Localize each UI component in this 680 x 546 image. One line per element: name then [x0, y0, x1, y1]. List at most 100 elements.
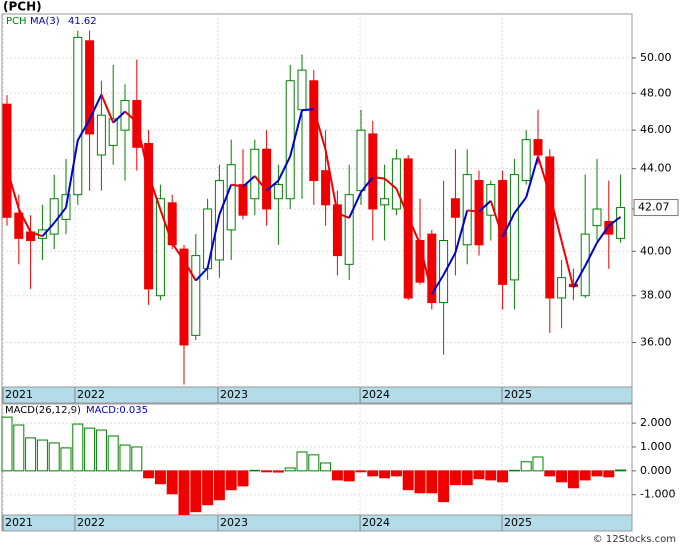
- legend-entry: PCH: [6, 16, 27, 27]
- x-tick-label: 2022: [77, 516, 105, 529]
- macd-bar: [449, 470, 461, 486]
- macd-bar: [225, 470, 237, 491]
- candle-body: [368, 133, 378, 210]
- macd-bar: [284, 467, 296, 472]
- x-tick-label: 2025: [504, 388, 532, 401]
- candle-body: [439, 240, 449, 304]
- candle-body: [462, 174, 472, 246]
- x-tick-label: 2021: [5, 388, 33, 401]
- ma-segment: [513, 196, 528, 214]
- candle-body: [309, 80, 319, 182]
- macd-bar: [473, 470, 485, 480]
- macd-bar: [414, 470, 426, 494]
- candle-body: [273, 184, 283, 200]
- macd-bar: [426, 470, 438, 494]
- candle-body: [403, 158, 413, 299]
- candle-body: [285, 80, 295, 200]
- ma-segment: [478, 200, 492, 213]
- macd-bar: [497, 470, 509, 483]
- candle-body: [238, 184, 248, 216]
- ma-segment: [100, 94, 115, 124]
- candle-body: [214, 180, 224, 261]
- macd-bar: [213, 470, 225, 501]
- candle-body: [509, 174, 519, 281]
- macd-bar: [272, 470, 284, 473]
- macd-bar: [178, 470, 190, 516]
- y-tick-label: 0.000: [640, 464, 672, 477]
- year-strip: [1, 514, 633, 532]
- ma-segment: [301, 108, 314, 112]
- macd-bar: [296, 451, 308, 472]
- candle-body: [450, 198, 460, 218]
- ma-segment: [572, 265, 587, 288]
- candle-body: [262, 148, 272, 210]
- ma-segment: [254, 175, 268, 192]
- macd-bar: [13, 424, 25, 472]
- macd-bar: [379, 470, 391, 479]
- macd-bar: [107, 435, 119, 472]
- macd-bar: [402, 470, 414, 491]
- macd-bar: [591, 470, 603, 477]
- ma-segment: [525, 156, 539, 198]
- ma-segment: [289, 109, 303, 157]
- macd-bar: [25, 437, 37, 472]
- ma-segment: [501, 212, 516, 238]
- macd-title: MACD(26,12,9): [5, 405, 81, 416]
- macd-bar: [355, 470, 367, 473]
- ma-segment: [65, 140, 79, 208]
- ma-segment: [324, 149, 339, 214]
- candle-body: [226, 164, 236, 231]
- y-tick-label: 38.00: [640, 289, 672, 302]
- y-tick-label: 1.000: [640, 440, 672, 453]
- legend-entry: MA(3): [30, 16, 60, 27]
- ma-segment: [277, 155, 292, 182]
- y-tick-label: 50.00: [640, 51, 672, 64]
- macd-bar: [261, 470, 273, 473]
- ma-segment: [265, 179, 280, 192]
- ma-segment: [135, 121, 150, 176]
- ma-segment: [337, 212, 350, 219]
- y-tick-label: 40.00: [640, 244, 672, 257]
- ma-segment: [442, 252, 457, 276]
- macd-bar: [119, 444, 131, 472]
- ma-segment: [88, 94, 103, 120]
- ma-segment: [206, 214, 221, 269]
- macd-bar: [331, 470, 343, 481]
- price-panel: [1, 13, 633, 388]
- macd-bar: [567, 470, 579, 489]
- candle-body: [604, 220, 614, 235]
- candle-body: [380, 198, 390, 206]
- candle-body: [332, 204, 342, 257]
- ma-segment: [608, 216, 622, 227]
- ma-segment: [41, 222, 55, 237]
- candle-body: [297, 69, 307, 111]
- macd-bar: [461, 470, 473, 486]
- ma-segment: [6, 168, 20, 210]
- ma-segment: [419, 243, 433, 295]
- candle-body: [486, 184, 496, 216]
- ma-segment: [596, 225, 610, 244]
- candle-body: [356, 129, 366, 192]
- candle-body: [545, 156, 555, 299]
- macd-bar: [1, 416, 13, 472]
- ma-segment: [242, 175, 256, 188]
- y-tick-label: 36.00: [640, 336, 672, 349]
- ma-segment: [183, 260, 197, 282]
- ma-segment: [112, 110, 126, 124]
- ma-segment: [17, 208, 32, 233]
- candle-body: [167, 202, 177, 246]
- candle-body: [49, 198, 59, 235]
- source: © 12Stocks.com: [593, 534, 676, 545]
- macd-bar: [131, 446, 143, 472]
- macd-bar: [154, 470, 166, 485]
- macd-bar: [615, 469, 627, 472]
- ma-segment: [30, 231, 43, 238]
- ma-segment: [395, 188, 410, 218]
- macd-bar: [36, 439, 48, 472]
- y-tick-label: 48.00: [640, 86, 672, 99]
- candle-body: [498, 180, 508, 285]
- macd-bar: [48, 442, 60, 472]
- macd-bar: [544, 470, 556, 477]
